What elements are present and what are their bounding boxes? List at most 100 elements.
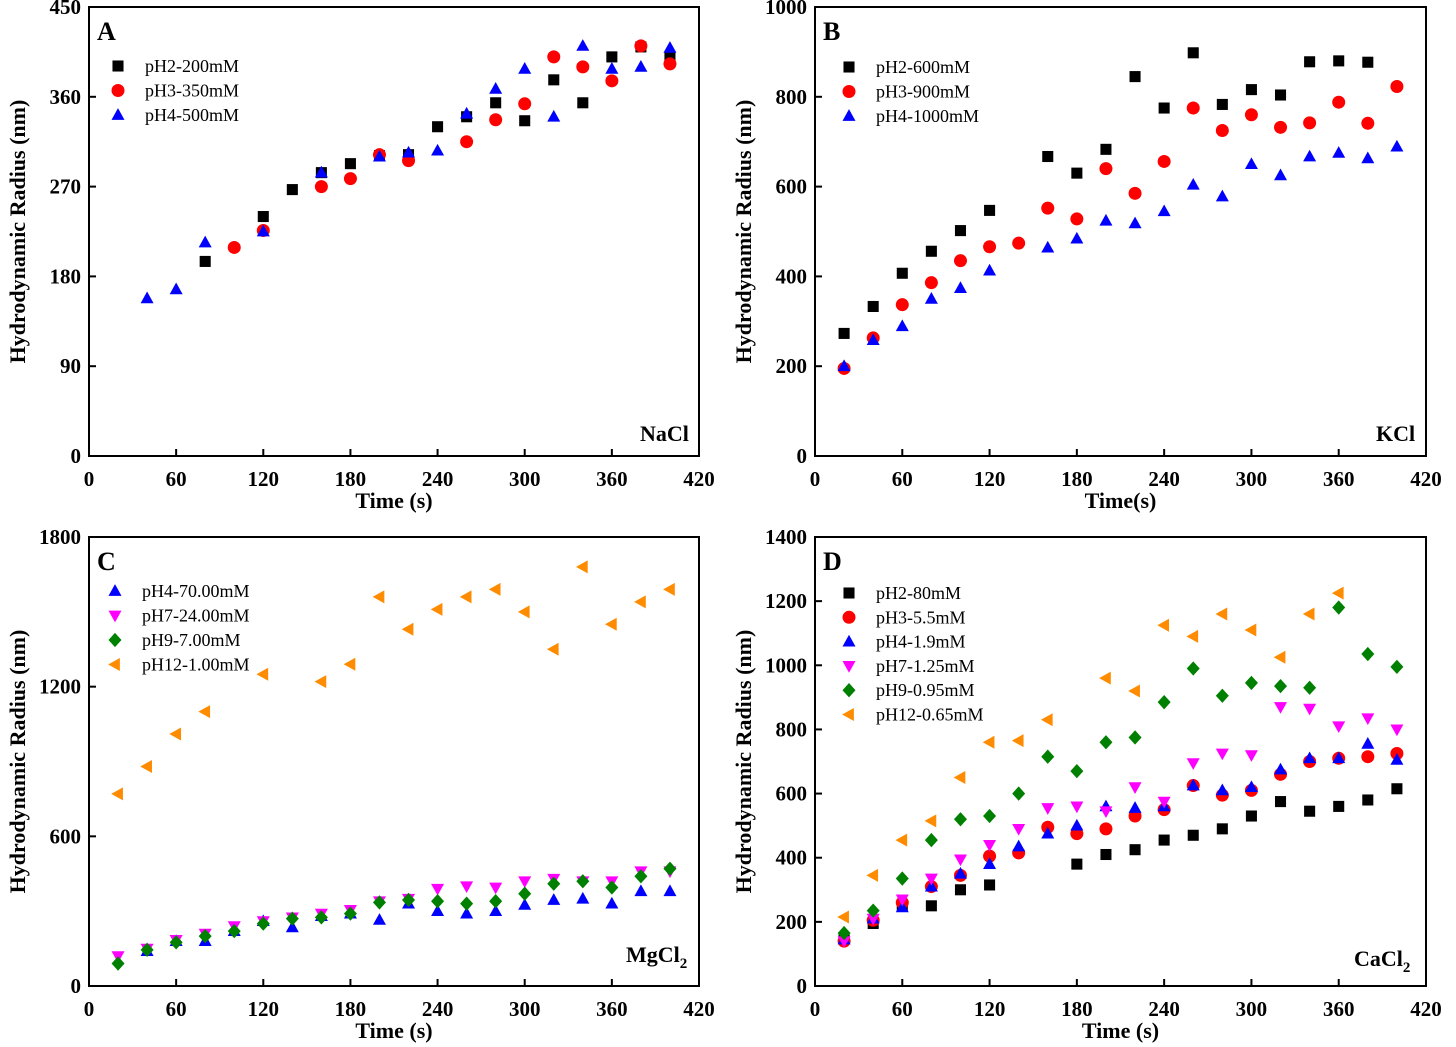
legend-label: pH7-24.00mM xyxy=(142,606,250,626)
legend: pH2-200mM pH3-350mM pH4-500mM xyxy=(111,56,239,125)
data-point xyxy=(1041,201,1055,215)
data-point xyxy=(1303,116,1317,130)
x-tick-label: 180 xyxy=(335,997,367,1021)
data-point xyxy=(1129,71,1141,83)
salt-label: NaCl xyxy=(640,421,689,446)
data-point xyxy=(1157,796,1171,809)
data-point xyxy=(402,145,416,158)
data-point xyxy=(634,869,648,884)
panel-d: 0 60 120 180 240 300 360 420 0 200 400 600 800 1000 12… xyxy=(731,525,1442,1043)
data-point xyxy=(1361,116,1375,130)
data-point xyxy=(285,911,299,926)
data-point xyxy=(314,910,328,925)
legend-label: pH2-200mM xyxy=(145,56,239,76)
data-point xyxy=(314,165,328,178)
data-point xyxy=(953,866,967,879)
data-point xyxy=(199,255,211,267)
data-point xyxy=(1361,151,1375,164)
data-point xyxy=(1361,737,1375,749)
data-point xyxy=(954,225,967,237)
data-point xyxy=(983,857,997,870)
y-tick-label: 200 xyxy=(776,354,808,378)
data-point xyxy=(895,319,909,332)
data-point xyxy=(953,854,967,867)
x-tick-label: 120 xyxy=(248,997,280,1021)
data-point xyxy=(343,906,357,921)
data-point xyxy=(372,149,386,162)
data-point xyxy=(431,883,445,896)
data-point xyxy=(1187,829,1199,841)
data-point xyxy=(1099,822,1113,836)
data-point xyxy=(1186,177,1200,190)
data-point xyxy=(489,882,503,895)
x-tick-label: 300 xyxy=(509,997,541,1021)
y-tick-label: 400 xyxy=(776,264,808,288)
data-points xyxy=(837,47,1404,375)
data-point xyxy=(343,172,357,186)
x-tick-label: 240 xyxy=(422,997,454,1021)
data-point xyxy=(402,892,416,908)
data-point xyxy=(1244,675,1258,691)
data-point xyxy=(954,884,967,896)
data-point xyxy=(518,97,532,111)
data-point xyxy=(1274,89,1287,101)
data-point xyxy=(460,896,474,911)
data-point xyxy=(1012,786,1026,801)
data-point xyxy=(576,39,590,51)
data-point xyxy=(895,298,909,312)
data-point xyxy=(1186,661,1200,676)
data-point xyxy=(1390,79,1404,93)
data-point xyxy=(111,787,123,801)
data-point xyxy=(866,903,880,918)
x-axis-title: Time (s) xyxy=(355,1018,432,1043)
data-point xyxy=(1128,186,1142,200)
data-point xyxy=(256,667,269,681)
data-point xyxy=(169,727,182,741)
data-point xyxy=(866,913,880,926)
data-point xyxy=(1216,823,1228,835)
legend-marker xyxy=(843,587,855,599)
x-tick-label: 240 xyxy=(422,467,454,491)
data-point xyxy=(1099,671,1111,685)
x-tick-label: 60 xyxy=(892,467,913,491)
data-point xyxy=(1041,749,1055,764)
data-point xyxy=(401,622,414,636)
legend-label: pH12-1.00mM xyxy=(142,655,250,675)
data-point xyxy=(1274,762,1288,775)
x-tick-label: 60 xyxy=(166,997,187,1021)
data-point xyxy=(925,900,937,912)
data-point xyxy=(634,884,648,897)
legend-marker xyxy=(842,109,856,121)
x-tick-label: 240 xyxy=(1148,467,1180,491)
data-point xyxy=(1304,56,1316,68)
data-point xyxy=(1274,168,1288,181)
legend-label: pH9-7.00mM xyxy=(142,630,241,650)
x-tick-label: 120 xyxy=(248,467,280,491)
data-points xyxy=(140,39,677,304)
x-tick-label: 300 xyxy=(1236,997,1268,1021)
data-point xyxy=(140,291,154,304)
data-point xyxy=(953,254,967,268)
x-tick-label: 60 xyxy=(166,467,187,491)
data-point xyxy=(1361,646,1375,662)
data-point xyxy=(1245,84,1257,96)
data-point xyxy=(1273,650,1286,664)
x-axis-title: Time (s) xyxy=(355,488,432,513)
data-point xyxy=(577,97,589,109)
data-point xyxy=(169,935,183,950)
data-point xyxy=(1012,823,1026,836)
y-tick-label: 400 xyxy=(776,846,808,870)
data-point xyxy=(925,245,937,257)
data-point xyxy=(896,267,908,279)
data-point xyxy=(372,895,386,910)
x-tick-label: 360 xyxy=(596,467,628,491)
legend-marker xyxy=(112,60,124,72)
x-tick-label: 360 xyxy=(1323,467,1355,491)
legend-label: pH7-1.25mM xyxy=(876,656,975,676)
data-point xyxy=(489,904,503,917)
y-tick-label: 0 xyxy=(71,974,82,998)
data-point xyxy=(1158,834,1170,846)
data-point xyxy=(488,582,501,596)
legend-marker xyxy=(111,84,125,97)
